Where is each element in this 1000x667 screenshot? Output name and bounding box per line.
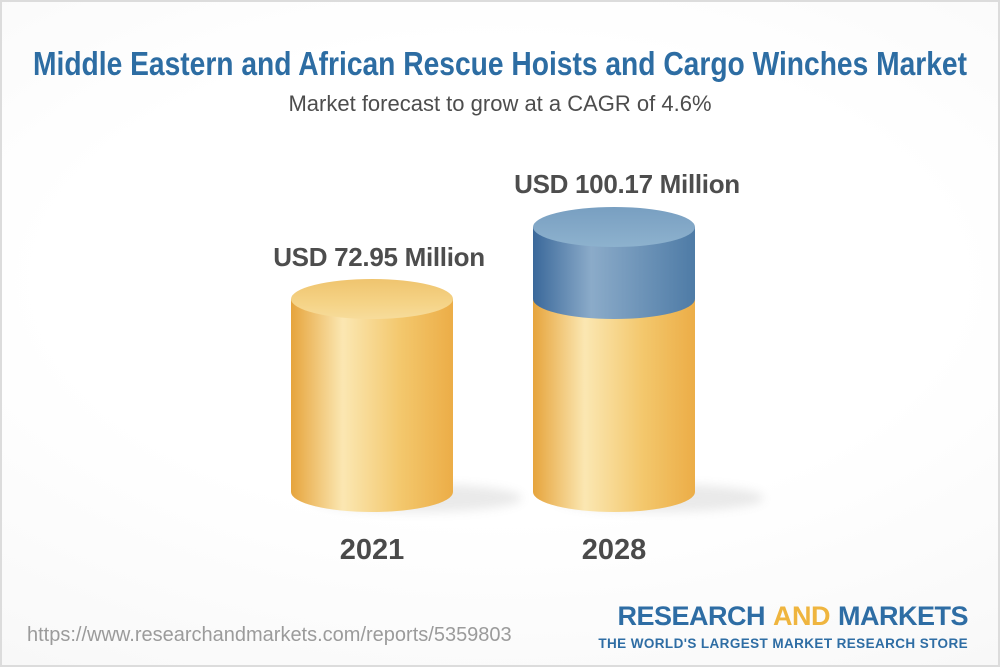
brand-logo: RESEARCH AND MARKETS THE WORLD'S LARGEST… [598,603,968,652]
category-label-2021: 2021 [340,534,405,566]
value-label-2028: USD 100.17 Million [514,169,740,199]
logo-word-markets: MARKETS [838,601,969,631]
value-label-2021: USD 72.95 Million [273,242,485,272]
chart-subtitle: Market forecast to grow at a CAGR of 4.6… [288,91,711,116]
bar-2028-cylinder-top [533,207,695,247]
page-title: Middle Eastern and African Rescue Hoists… [33,45,967,82]
report-url: https://www.researchandmarkets.com/repor… [27,624,512,646]
logo-word-research: RESEARCH [617,601,765,631]
brand-logo-wordmark: RESEARCH AND MARKETS [598,603,968,630]
logo-tagline: THE WORLD'S LARGEST MARKET RESEARCH STOR… [598,636,968,651]
logo-word-and: AND [773,601,831,631]
bar-2028: USD 100.17 Million 2028 [514,169,764,566]
bar-2028-growth-segment [533,227,695,319]
bar-2021-cylinder-body [291,299,453,512]
bar-2028-base-segment [533,299,695,512]
bar-2021: USD 72.95 Million 2021 [273,242,522,566]
category-label-2028: 2028 [582,534,647,566]
bar-2021-cylinder-top [291,279,453,320]
